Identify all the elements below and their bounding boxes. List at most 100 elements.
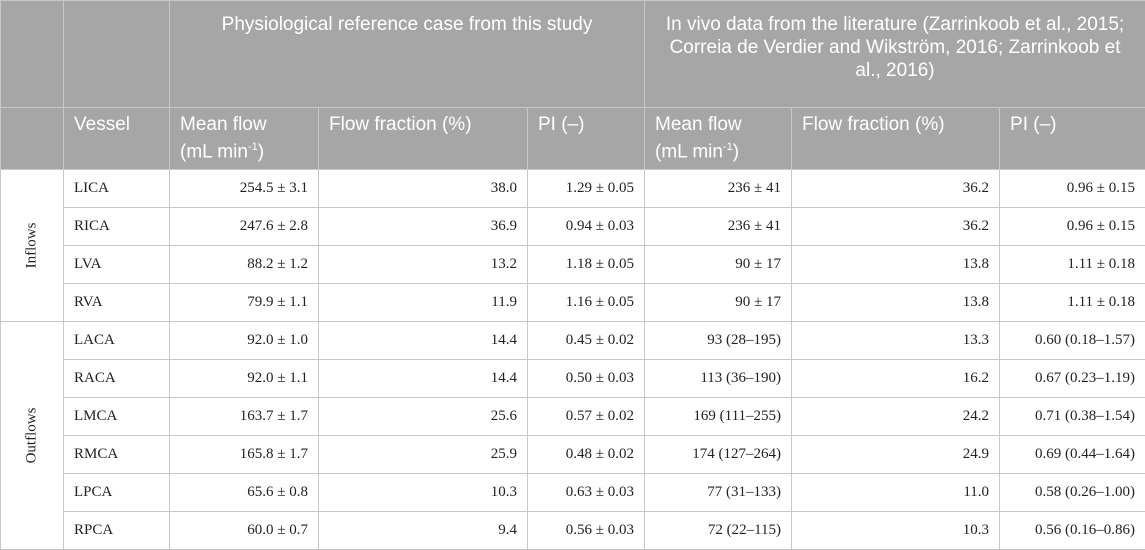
table-body: Inflows LICA 254.5 ± 3.1 38.0 1.29 ± 0.0… bbox=[0, 169, 1145, 550]
cell-pi: 1.18 ± 0.05 bbox=[526, 245, 646, 284]
header-lit-mean-flow-unit: (mL min bbox=[655, 141, 723, 163]
cell-lit-mean-flow: 93 (28–195) bbox=[644, 321, 793, 360]
cell-lit-mean-flow: 90 ± 17 bbox=[644, 245, 793, 284]
header-mean-flow-sup: -1 bbox=[247, 141, 258, 153]
cell-lit-mean-flow: 236 ± 41 bbox=[644, 207, 793, 246]
cell-mean-flow: 65.6 ± 0.8 bbox=[169, 473, 319, 512]
cell-lit-pi: 0.69 (0.44–1.64) bbox=[999, 435, 1145, 474]
cell-lit-flow-fraction: 13.8 bbox=[791, 245, 1001, 284]
cell-lit-flow-fraction: 13.8 bbox=[791, 283, 1001, 322]
cell-pi: 0.45 ± 0.02 bbox=[526, 321, 646, 360]
table-row: LMCA 163.7 ± 1.7 25.6 0.57 ± 0.02 169 (1… bbox=[1, 397, 1145, 436]
cell-flow-fraction: 9.4 bbox=[318, 511, 528, 550]
cell-pi: 1.16 ± 0.05 bbox=[526, 283, 646, 322]
header-mean-flow-unit: (mL min bbox=[180, 141, 248, 163]
header-corner-vessel bbox=[63, 0, 170, 108]
table-row: RVA 79.9 ± 1.1 11.9 1.16 ± 0.05 90 ± 17 … bbox=[1, 283, 1145, 322]
cell-mean-flow: 60.0 ± 0.7 bbox=[169, 511, 319, 550]
cell-lit-flow-fraction: 24.2 bbox=[791, 397, 1001, 436]
header-group-literature: In vivo data from the literature (Zarrin… bbox=[644, 0, 1145, 108]
cell-vessel: LPCA bbox=[63, 473, 170, 512]
cell-vessel: LACA bbox=[63, 321, 170, 360]
cell-lit-pi: 0.71 (0.38–1.54) bbox=[999, 397, 1145, 436]
cell-pi: 0.50 ± 0.03 bbox=[526, 359, 646, 398]
cell-lit-mean-flow: 72 (22–115) bbox=[644, 511, 793, 550]
group-label-outflows: Outflows bbox=[0, 321, 64, 550]
table-row: LVA 88.2 ± 1.2 13.2 1.18 ± 0.05 90 ± 17 … bbox=[1, 245, 1145, 284]
cell-vessel: LICA bbox=[63, 169, 170, 208]
cell-vessel: RMCA bbox=[63, 435, 170, 474]
cell-mean-flow: 247.6 ± 2.8 bbox=[169, 207, 319, 246]
cell-lit-flow-fraction: 36.2 bbox=[791, 207, 1001, 246]
cell-lit-pi: 0.96 ± 0.15 bbox=[999, 169, 1145, 208]
cell-lit-pi: 0.58 (0.26–1.00) bbox=[999, 473, 1145, 512]
cell-vessel: RVA bbox=[63, 283, 170, 322]
cell-lit-flow-fraction: 36.2 bbox=[791, 169, 1001, 208]
cell-lit-pi: 0.60 (0.18–1.57) bbox=[999, 321, 1145, 360]
table-row: LPCA 65.6 ± 0.8 10.3 0.63 ± 0.03 77 (31–… bbox=[1, 473, 1145, 512]
header-pi: PI (–) bbox=[526, 107, 646, 170]
cell-lit-mean-flow: 169 (111–255) bbox=[644, 397, 793, 436]
cell-mean-flow: 254.5 ± 3.1 bbox=[169, 169, 319, 208]
cell-flow-fraction: 13.2 bbox=[318, 245, 528, 284]
cell-pi: 0.57 ± 0.02 bbox=[526, 397, 646, 436]
cell-flow-fraction: 11.9 bbox=[318, 283, 528, 322]
cell-mean-flow: 92.0 ± 1.0 bbox=[169, 321, 319, 360]
cell-mean-flow: 163.7 ± 1.7 bbox=[169, 397, 319, 436]
table-row: RPCA 60.0 ± 0.7 9.4 0.56 ± 0.03 72 (22–1… bbox=[1, 511, 1145, 550]
cell-lit-pi: 0.67 (0.23–1.19) bbox=[999, 359, 1145, 398]
cell-vessel: LMCA bbox=[63, 397, 170, 436]
table-row: RICA 247.6 ± 2.8 36.9 0.94 ± 0.03 236 ± … bbox=[1, 207, 1145, 246]
table-row: Outflows LACA 92.0 ± 1.0 14.4 0.45 ± 0.0… bbox=[0, 321, 1145, 550]
cell-mean-flow: 165.8 ± 1.7 bbox=[169, 435, 319, 474]
header-flow-fraction: Flow fraction (%) bbox=[318, 107, 528, 170]
header-mean-flow-close: ) bbox=[257, 141, 265, 163]
cell-lit-flow-fraction: 24.9 bbox=[791, 435, 1001, 474]
cell-lit-mean-flow: 90 ± 17 bbox=[644, 283, 793, 322]
header-lit-flow-fraction: Flow fraction (%) bbox=[791, 107, 1001, 170]
cell-pi: 1.29 ± 0.05 bbox=[526, 169, 646, 208]
cell-pi: 0.94 ± 0.03 bbox=[526, 207, 646, 246]
cell-mean-flow: 88.2 ± 1.2 bbox=[169, 245, 319, 284]
cell-lit-pi: 1.11 ± 0.18 bbox=[999, 245, 1145, 284]
cell-vessel: RPCA bbox=[63, 511, 170, 550]
header-group-spacer bbox=[0, 107, 64, 170]
header-mean-flow: Mean flow (mL min-1) bbox=[169, 107, 319, 170]
cell-lit-flow-fraction: 13.3 bbox=[791, 321, 1001, 360]
cell-lit-mean-flow: 174 (127–264) bbox=[644, 435, 793, 474]
cell-lit-mean-flow: 113 (36–190) bbox=[644, 359, 793, 398]
cell-flow-fraction: 25.6 bbox=[318, 397, 528, 436]
cell-vessel: RACA bbox=[63, 359, 170, 398]
cell-flow-fraction: 14.4 bbox=[318, 321, 528, 360]
cell-lit-pi: 0.96 ± 0.15 bbox=[999, 207, 1145, 246]
header-lit-mean-flow-close: ) bbox=[732, 141, 740, 163]
cell-pi: 0.56 ± 0.03 bbox=[526, 511, 646, 550]
table-row: RACA 92.0 ± 1.1 14.4 0.50 ± 0.03 113 (36… bbox=[1, 359, 1145, 398]
header-lit-mean-flow-text: Mean flow bbox=[655, 114, 742, 135]
cell-lit-pi: 0.56 (0.16–0.86) bbox=[999, 511, 1145, 550]
header-group-this-study: Physiological reference case from this s… bbox=[168, 0, 646, 108]
table-header: Physiological reference case from this s… bbox=[0, 0, 1145, 170]
cell-pi: 0.63 ± 0.03 bbox=[526, 473, 646, 512]
cell-pi: 0.48 ± 0.02 bbox=[526, 435, 646, 474]
cell-lit-flow-fraction: 11.0 bbox=[791, 473, 1001, 512]
cell-vessel: RICA bbox=[63, 207, 170, 246]
header-lit-mean-flow: Mean flow (mL min-1) bbox=[644, 107, 793, 170]
header-vessel: Vessel bbox=[63, 107, 170, 170]
cell-flow-fraction: 25.9 bbox=[318, 435, 528, 474]
cell-mean-flow: 79.9 ± 1.1 bbox=[169, 283, 319, 322]
cell-flow-fraction: 38.0 bbox=[318, 169, 528, 208]
cell-lit-mean-flow: 77 (31–133) bbox=[644, 473, 793, 512]
cell-lit-mean-flow: 236 ± 41 bbox=[644, 169, 793, 208]
cell-lit-flow-fraction: 16.2 bbox=[791, 359, 1001, 398]
group-label-inflows: Inflows bbox=[0, 169, 64, 322]
cell-flow-fraction: 10.3 bbox=[318, 473, 528, 512]
cell-mean-flow: 92.0 ± 1.1 bbox=[169, 359, 319, 398]
cell-flow-fraction: 36.9 bbox=[318, 207, 528, 246]
cell-vessel: LVA bbox=[63, 245, 170, 284]
header-lit-pi: PI (–) bbox=[999, 107, 1145, 170]
table-row: Inflows LICA 254.5 ± 3.1 38.0 1.29 ± 0.0… bbox=[0, 169, 1145, 322]
header-lit-mean-flow-sup: -1 bbox=[722, 141, 733, 153]
table-row: RMCA 165.8 ± 1.7 25.9 0.48 ± 0.02 174 (1… bbox=[1, 435, 1145, 474]
